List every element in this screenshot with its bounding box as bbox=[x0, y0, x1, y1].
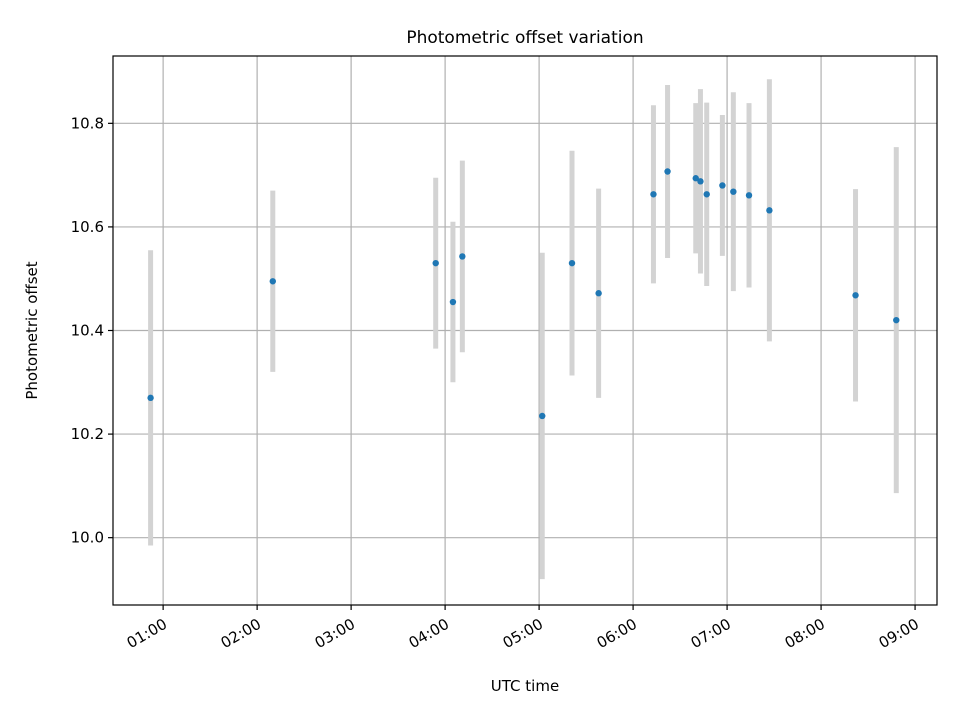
grid-lines bbox=[113, 56, 937, 605]
data-point bbox=[650, 191, 657, 198]
x-tick-label: 08:00 bbox=[782, 615, 828, 652]
x-tick-label: 03:00 bbox=[312, 615, 358, 652]
y-tick-label: 10.0 bbox=[71, 529, 104, 547]
data-point bbox=[459, 253, 466, 260]
y-tick-label: 10.2 bbox=[71, 425, 104, 443]
x-tick-label: 04:00 bbox=[406, 615, 452, 652]
data-point bbox=[692, 175, 699, 182]
data-point bbox=[568, 259, 576, 267]
data-point bbox=[432, 259, 439, 267]
data-points bbox=[147, 168, 900, 420]
axis-ticks: 01:00 02:00 03:00 04:00 05:00 06:00 07:00 08:00… bbox=[71, 114, 922, 652]
data-point bbox=[449, 298, 457, 306]
y-tick-label: 10.4 bbox=[71, 322, 104, 340]
data-point bbox=[703, 191, 710, 198]
data-point bbox=[745, 192, 753, 199]
data-point bbox=[595, 290, 602, 297]
data-point bbox=[719, 182, 726, 189]
error-bars bbox=[148, 79, 899, 580]
chart-title: Photometric offset variation bbox=[406, 28, 643, 48]
x-tick-label: 09:00 bbox=[876, 615, 922, 652]
data-point bbox=[147, 394, 154, 402]
data-point bbox=[269, 278, 276, 285]
data-point bbox=[852, 292, 859, 299]
y-axis-label: Photometric offset bbox=[23, 261, 41, 399]
x-tick-label: 02:00 bbox=[218, 615, 264, 652]
x-tick-label: 07:00 bbox=[688, 615, 734, 652]
x-axis-label: UTC time bbox=[491, 677, 559, 695]
data-point bbox=[697, 178, 704, 185]
y-tick-label: 10.8 bbox=[71, 114, 104, 132]
data-point bbox=[766, 207, 773, 214]
data-point bbox=[730, 188, 737, 195]
x-tick-label: 06:00 bbox=[594, 615, 640, 652]
y-tick-label: 10.6 bbox=[71, 218, 104, 236]
data-point bbox=[893, 316, 900, 324]
data-point bbox=[539, 412, 546, 420]
data-point bbox=[664, 168, 671, 175]
x-tick-label: 05:00 bbox=[500, 615, 546, 652]
x-tick-label: 01:00 bbox=[124, 615, 170, 652]
